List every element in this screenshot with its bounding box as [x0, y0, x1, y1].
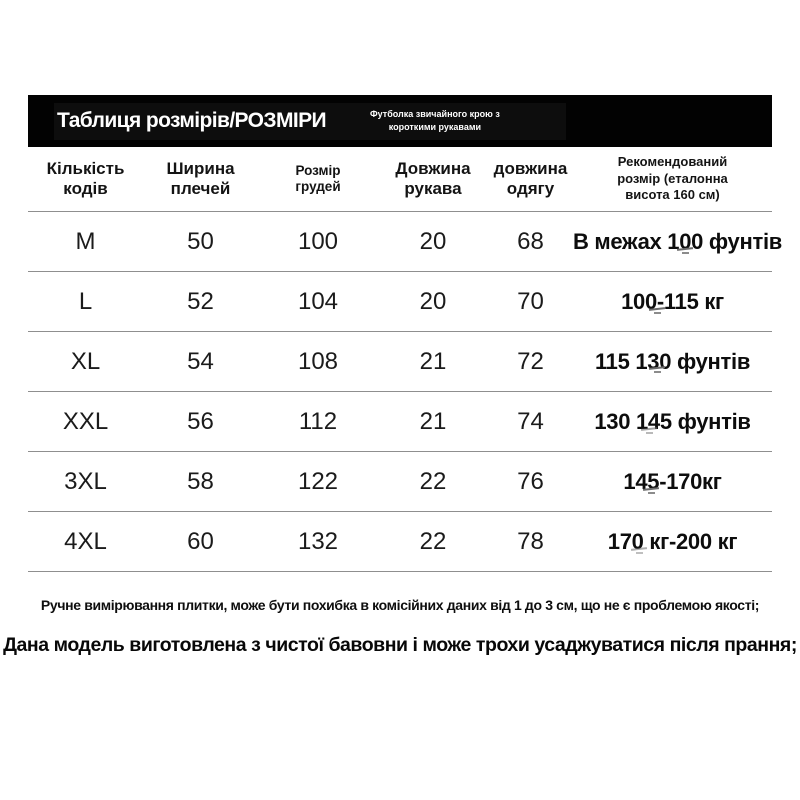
column-header-sleeve-length: Довжина рукава [395, 158, 471, 198]
size-table-body: M 50 100 20 68 В межах 100 фунтів L 52 1… [28, 211, 782, 572]
cell-sleeve: 21 [419, 347, 447, 375]
table-row-m: M 50 100 20 68 В межах 100 фунтів [28, 211, 782, 271]
cell-sleeve: 22 [419, 527, 447, 555]
page-subtitle: Футболка звичайного крою з короткими рук… [370, 109, 500, 132]
cell-recommended: В межах 100 фунтів [573, 229, 782, 255]
recommended-text: 115 130 фунтів [594, 348, 751, 374]
cell-recommended: 170 кг-200 кг [573, 529, 772, 555]
material-shrinkage-note: Дана модель виготовлена з чистої бавовни… [3, 634, 797, 656]
column-header-recommended-size: Рекомендований розмір (еталонна висота 1… [617, 153, 728, 203]
cell-recommended: 100-115 кг [573, 289, 772, 315]
recommended-text: 130 145 фунтів [594, 408, 751, 434]
column-header-garment-length: довжина одягу [493, 158, 568, 198]
cell-size: M [75, 227, 96, 255]
cell-chest: 104 [297, 287, 339, 315]
column-header-chest-size: Розмір грудей [295, 163, 341, 194]
measurement-tolerance-note: Ручне вимірювання плитки, може бути похи… [40, 597, 760, 613]
column-header-size-code: Кількість кодів [46, 158, 125, 198]
cell-chest: 112 [298, 407, 338, 435]
cell-shoulder: 56 [187, 407, 214, 435]
size-table-header-row: Кількість кодів Ширина плечей Розмір гру… [28, 147, 772, 211]
cell-chest: 122 [297, 467, 339, 495]
cell-length: 78 [517, 527, 544, 555]
column-header-shoulder-width: Ширина плечей [166, 158, 235, 198]
cell-recommended: 130 145 фунтів [573, 409, 772, 435]
size-table: Кількість кодів Ширина плечей Розмір гру… [28, 147, 782, 572]
cell-recommended: 145-170кг [573, 469, 772, 495]
cell-size: L [78, 287, 93, 315]
table-row-xxl: XXL 56 112 21 74 130 145 фунтів [28, 391, 772, 451]
recommended-text: 145-170кг [623, 468, 722, 494]
recommended-text: 100-115 кг [621, 288, 724, 314]
size-chart-header-bar: Таблиця розмірів/РОЗМІРИ Футболка звичай… [28, 95, 772, 147]
cell-shoulder: 50 [187, 227, 214, 255]
cell-size: XL [70, 347, 101, 375]
cell-length: 72 [517, 347, 544, 375]
overlay-artifact [649, 305, 667, 315]
cell-shoulder: 60 [187, 527, 214, 555]
cell-sleeve: 21 [419, 407, 447, 435]
overlay-artifact [641, 425, 659, 435]
cell-sleeve: 20 [419, 287, 447, 315]
overlay-artifact [643, 485, 661, 495]
cell-sleeve: 22 [419, 467, 447, 495]
header-highlight-patch [54, 103, 566, 140]
overlay-artifact [631, 545, 649, 555]
cell-size: XXL [62, 407, 109, 435]
table-row-4xl: 4XL 60 132 22 78 170 кг-200 кг [28, 511, 772, 571]
table-row-xl: XL 54 108 21 72 115 130 фунтів [28, 331, 772, 391]
recommended-text: 170 кг-200 кг [607, 528, 738, 554]
cell-length: 68 [517, 227, 544, 255]
cell-length: 74 [517, 407, 544, 435]
table-row-l: L 52 104 20 70 100-115 кг [28, 271, 772, 331]
cell-shoulder: 54 [187, 347, 214, 375]
table-row-3xl: 3XL 58 122 22 76 145-170кг [28, 451, 772, 511]
overlay-artifact [677, 245, 695, 255]
cell-recommended: 115 130 фунтів [573, 349, 772, 375]
cell-shoulder: 58 [187, 467, 214, 495]
cell-chest: 108 [297, 347, 339, 375]
cell-sleeve: 20 [419, 227, 447, 255]
cell-shoulder: 52 [187, 287, 214, 315]
cell-chest: 100 [297, 227, 339, 255]
cell-size: 4XL [64, 527, 107, 555]
cell-chest: 132 [297, 527, 339, 555]
cell-length: 76 [517, 467, 544, 495]
page-title: Таблиця розмірів/РОЗМІРИ [57, 109, 327, 132]
cell-length: 70 [517, 287, 544, 315]
cell-size: 3XL [64, 467, 107, 495]
overlay-artifact [649, 364, 667, 374]
